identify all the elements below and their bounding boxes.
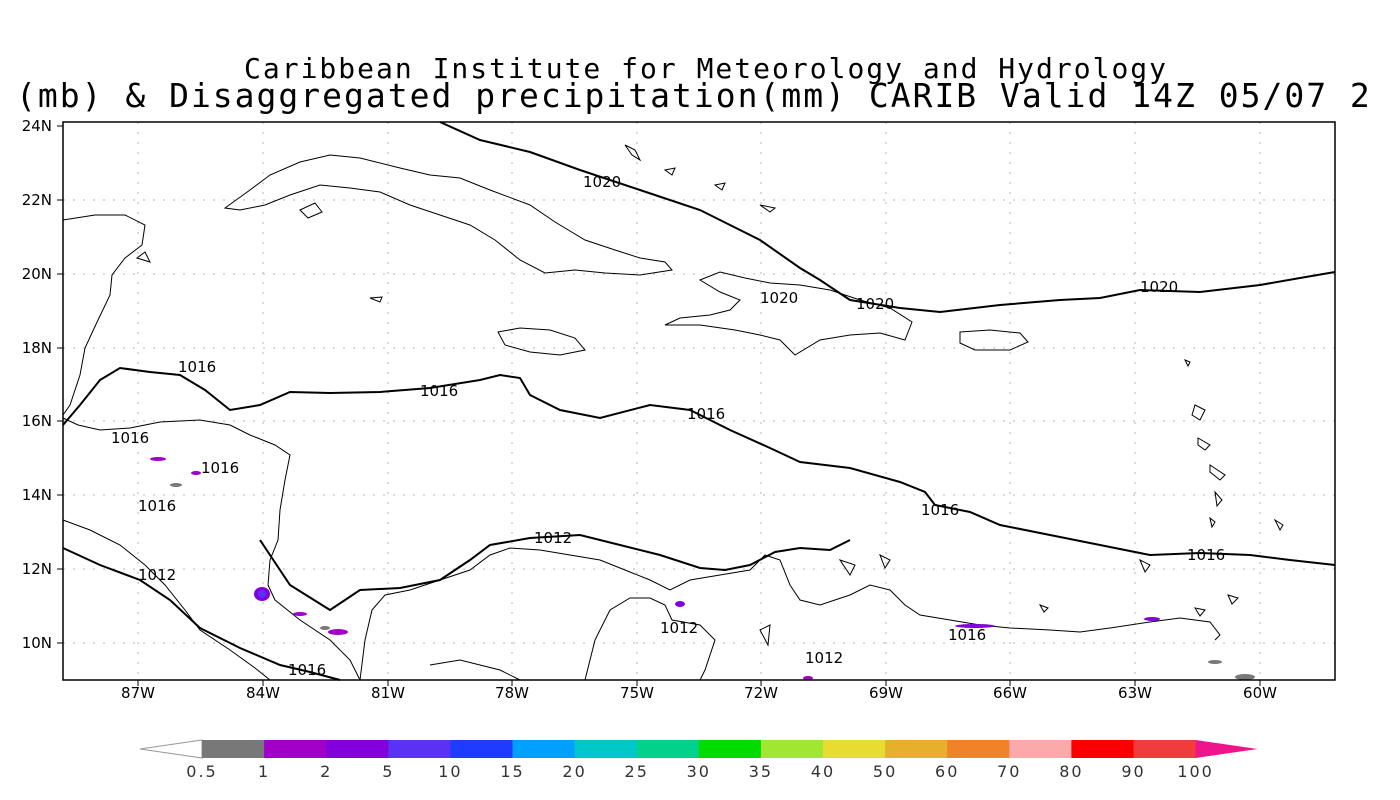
isobar-label: 1020	[856, 295, 894, 313]
lon-tick-label: 72W	[744, 684, 778, 702]
legend-label: 100	[1177, 762, 1214, 781]
isobar-label: 1016	[948, 626, 986, 644]
isobar-labels: 1020 1020 1020 1020 1016 1016 1016 1016 …	[111, 173, 1225, 679]
longitude-labels: 87W 84W 81W 78W 75W 72W 69W 66W 63W 60W	[121, 684, 1277, 702]
isobar-label: 1016	[111, 429, 149, 447]
precipitation-areas	[150, 457, 1255, 680]
coastlines	[62, 144, 1284, 681]
lat-tick-label: 24N	[22, 117, 52, 135]
isobar-label: 1020	[583, 173, 621, 191]
isobar-label: 1012	[534, 529, 572, 547]
lon-tick-label: 84W	[246, 684, 280, 702]
isobar-label: 1012	[138, 566, 176, 584]
legend-label: 70	[997, 762, 1021, 781]
isobar-label: 1016	[921, 501, 959, 519]
legend-swatch	[139, 739, 203, 759]
latitude-labels: 24N 22N 20N 18N 16N 14N 12N 10N	[22, 117, 52, 652]
color-legend: 0.5 1 2 5 10 15 20 25 30 35 40 50 60 70 80 90 100	[139, 739, 1258, 781]
legend-swatch	[823, 740, 886, 758]
legend-label: 0.5	[186, 762, 217, 781]
lat-tick-label: 22N	[22, 191, 52, 209]
isobar-label: 1016	[138, 497, 176, 515]
isobar-label: 1016	[201, 459, 239, 477]
isobar-label: 1016	[687, 405, 725, 423]
legend-swatch	[885, 740, 948, 758]
legend-swatch	[1133, 740, 1197, 758]
lat-tick-label: 10N	[22, 634, 52, 652]
isobar-label: 1016	[1187, 546, 1225, 564]
legend-label: 1	[258, 762, 270, 781]
legend-swatch	[574, 740, 638, 758]
isobar-label: 1020	[1140, 278, 1178, 296]
isobar-label: 1016	[178, 358, 216, 376]
legend-label: 40	[811, 762, 835, 781]
axis-ticks	[57, 125, 1261, 686]
legend-swatch	[760, 740, 824, 758]
legend-label: 25	[625, 762, 649, 781]
legend-label: 30	[687, 762, 711, 781]
isobar-label: 1020	[760, 289, 798, 307]
lon-tick-label: 69W	[869, 684, 903, 702]
lon-tick-label: 66W	[993, 684, 1027, 702]
lat-tick-label: 18N	[22, 339, 52, 357]
legend-label: 5	[382, 762, 394, 781]
legend-label: 60	[935, 762, 959, 781]
legend-label: 20	[562, 762, 586, 781]
legend-swatch	[1009, 740, 1072, 758]
lon-tick-label: 63W	[1118, 684, 1152, 702]
isobar-label: 1012	[805, 649, 843, 667]
lat-tick-label: 16N	[22, 412, 52, 430]
lon-tick-label: 75W	[620, 684, 654, 702]
legend-label: 80	[1059, 762, 1083, 781]
isobar-label: 1016	[288, 661, 326, 679]
legend-label: 50	[873, 762, 897, 781]
lon-tick-label: 78W	[495, 684, 529, 702]
lon-tick-label: 60W	[1243, 684, 1277, 702]
grid-lines	[63, 122, 1335, 680]
chart-title-line2: (mb) & Disaggregated precipitation(mm) C…	[16, 76, 1372, 115]
legend-label: 2	[320, 762, 332, 781]
legend-swatch	[202, 740, 265, 758]
legend-label: 10	[438, 762, 462, 781]
legend-swatch	[326, 740, 389, 758]
map-frame	[62, 121, 1336, 681]
isobars	[62, 121, 1336, 681]
legend-swatch	[512, 740, 576, 758]
lat-tick-label: 12N	[22, 560, 52, 578]
lat-tick-label: 20N	[22, 265, 52, 283]
legend-swatch	[388, 740, 451, 758]
legend-label: 90	[1121, 762, 1145, 781]
legend-label: 35	[749, 762, 773, 781]
lon-tick-label: 87W	[121, 684, 155, 702]
isobar-label: 1016	[420, 382, 458, 400]
lon-tick-label: 81W	[371, 684, 405, 702]
lat-tick-label: 14N	[22, 486, 52, 504]
legend-label: 15	[500, 762, 524, 781]
legend-swatch	[636, 740, 700, 758]
legend-swatch	[1195, 740, 1258, 758]
legend-swatch	[698, 740, 762, 758]
legend-swatch	[947, 740, 1010, 758]
isobar-label: 1012	[660, 619, 698, 637]
legend-swatch	[450, 740, 513, 758]
legend-swatch	[264, 740, 327, 758]
legend-swatch	[1071, 740, 1134, 758]
chart-title-line1: Caribbean Institute for Meteorology and …	[244, 52, 1169, 85]
